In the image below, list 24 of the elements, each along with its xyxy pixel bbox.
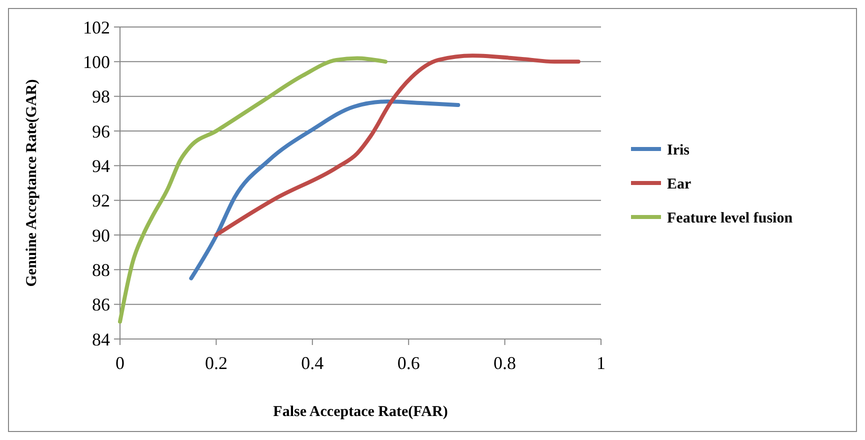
x-axis-title: False Acceptace Rate(FAR) — [273, 404, 448, 420]
y-tick-label: 84 — [92, 329, 110, 350]
line-series — [189, 100, 460, 280]
y-tick-label: 88 — [92, 260, 110, 280]
legend-label: Feature level fusion — [667, 210, 794, 226]
line-series — [214, 54, 580, 237]
line-series — [118, 56, 388, 324]
y-tick-label: 102 — [83, 17, 110, 38]
legend-label: Ear — [667, 176, 692, 192]
x-tick-label: 0.4 — [301, 353, 324, 373]
x-tick-label: 0 — [116, 353, 124, 373]
y-tick-label: 98 — [92, 86, 110, 107]
y-tick-label: 96 — [92, 121, 110, 142]
x-tick-label: 0.6 — [397, 353, 420, 373]
y-tick-label: 90 — [92, 225, 110, 246]
x-tick-label: 0.2 — [204, 353, 228, 373]
y-tick-label: 100 — [83, 52, 110, 72]
legend-label: Iris — [667, 142, 690, 158]
x-tick-label: 0.8 — [494, 353, 516, 373]
y-tick-label: 94 — [92, 156, 110, 176]
x-tick-label: 1 — [596, 353, 606, 373]
y-tick-label: 92 — [92, 190, 110, 211]
y-axis-title: Genuine Acceptance Rate(GAR) — [24, 79, 40, 287]
y-tick-label: 86 — [92, 294, 110, 315]
